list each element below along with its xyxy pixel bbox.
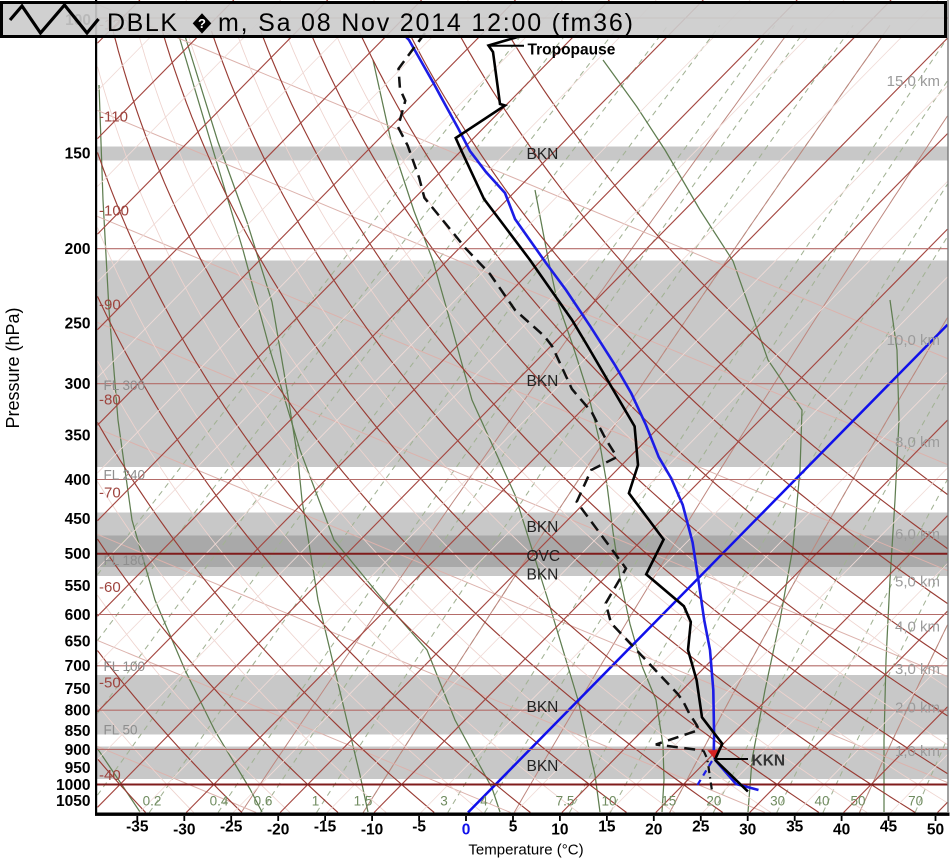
svg-text:900: 900: [65, 742, 91, 759]
svg-text:10,0 km: 10,0 km: [887, 332, 940, 349]
svg-text:7.5: 7.5: [556, 794, 575, 809]
svg-text:3,0 km: 3,0 km: [895, 661, 940, 678]
svg-text:1,0 km: 1,0 km: [895, 743, 940, 760]
svg-text:8,0 km: 8,0 km: [895, 434, 940, 451]
svg-text:BKN: BKN: [527, 373, 559, 390]
svg-text:1000: 1000: [56, 777, 90, 794]
svg-text:850: 850: [65, 723, 91, 740]
svg-text:BKN: BKN: [527, 758, 559, 775]
svg-text:650: 650: [65, 634, 91, 651]
svg-text:50: 50: [850, 794, 865, 809]
svg-text:m, Sa 08 Nov 2014 12:00 (fm36): m, Sa 08 Nov 2014 12:00 (fm36): [218, 9, 635, 37]
svg-text:FL 300: FL 300: [104, 378, 146, 393]
svg-text:-80: -80: [99, 392, 121, 409]
svg-text:FL 240: FL 240: [104, 468, 146, 483]
svg-text:250: 250: [65, 315, 91, 332]
svg-text:4,0 km: 4,0 km: [895, 619, 940, 636]
svg-text:-20: -20: [267, 821, 289, 838]
svg-text:150: 150: [65, 145, 91, 162]
svg-text:10: 10: [601, 794, 616, 809]
svg-text:DBLK: DBLK: [107, 9, 179, 37]
svg-text:5,0 km: 5,0 km: [895, 574, 940, 591]
svg-text:-5: -5: [412, 818, 426, 835]
svg-text:-35: -35: [126, 818, 149, 835]
svg-text:15: 15: [598, 818, 616, 835]
svg-text:-30: -30: [173, 821, 195, 838]
svg-text:1050: 1050: [56, 793, 90, 810]
svg-text:-90: -90: [99, 297, 121, 314]
svg-text:200: 200: [65, 241, 91, 258]
svg-text:-70: -70: [99, 485, 121, 502]
svg-text:FL 180: FL 180: [104, 553, 146, 568]
svg-text:FL 50: FL 50: [104, 722, 138, 737]
svg-text:600: 600: [65, 607, 91, 624]
svg-text:BKN: BKN: [527, 146, 559, 163]
svg-text:FL 100: FL 100: [104, 659, 146, 674]
svg-text:-110: -110: [99, 109, 128, 126]
svg-text:6,0 km: 6,0 km: [895, 526, 940, 543]
svg-text:15,0 km: 15,0 km: [887, 73, 940, 90]
svg-text:15: 15: [661, 794, 676, 809]
svg-text:40: 40: [833, 821, 850, 838]
svg-text:OVC: OVC: [527, 548, 561, 565]
svg-text:450: 450: [65, 511, 91, 528]
svg-text:350: 350: [65, 427, 91, 444]
svg-text:-15: -15: [314, 818, 337, 835]
svg-text:0.6: 0.6: [254, 794, 273, 809]
svg-text:Pressure (hPa): Pressure (hPa): [3, 307, 23, 428]
svg-text:Temperature (°C): Temperature (°C): [468, 842, 583, 859]
svg-text:4: 4: [480, 794, 488, 809]
svg-text:BKN: BKN: [527, 699, 559, 716]
svg-text:2,0 km: 2,0 km: [895, 700, 940, 717]
svg-text:500: 500: [65, 546, 91, 563]
svg-text:20: 20: [706, 794, 721, 809]
svg-text:?: ?: [198, 16, 206, 31]
svg-text:550: 550: [65, 578, 91, 595]
svg-text:40: 40: [814, 794, 829, 809]
svg-text:-25: -25: [220, 818, 243, 835]
svg-text:45: 45: [880, 818, 898, 835]
svg-text:70: 70: [908, 794, 923, 809]
svg-text:20: 20: [645, 821, 662, 838]
svg-text:-60: -60: [99, 579, 121, 596]
svg-text:BKN: BKN: [527, 566, 559, 583]
svg-text:700: 700: [65, 658, 91, 675]
svg-text:-10: -10: [361, 821, 383, 838]
svg-text:0.2: 0.2: [143, 794, 162, 809]
svg-text:1: 1: [312, 794, 320, 809]
svg-text:3: 3: [440, 794, 448, 809]
svg-text:0.4: 0.4: [210, 794, 229, 809]
svg-text:-40: -40: [99, 767, 121, 784]
svg-text:30: 30: [770, 794, 785, 809]
svg-text:25: 25: [692, 818, 710, 835]
svg-text:950: 950: [65, 760, 91, 777]
svg-text:800: 800: [65, 703, 91, 720]
svg-text:750: 750: [65, 681, 91, 698]
svg-text:BKN: BKN: [527, 519, 559, 536]
svg-text:30: 30: [739, 821, 756, 838]
svg-text:5: 5: [509, 818, 518, 835]
svg-text:0: 0: [462, 821, 471, 838]
svg-text:1.5: 1.5: [354, 794, 373, 809]
svg-text:300: 300: [65, 376, 91, 393]
svg-text:-50: -50: [99, 675, 121, 692]
svg-text:400: 400: [65, 472, 91, 489]
svg-text:-100: -100: [99, 203, 129, 220]
svg-text:35: 35: [786, 818, 804, 835]
svg-text:10: 10: [551, 821, 568, 838]
svg-text:KKN: KKN: [752, 753, 786, 770]
svg-text:50: 50: [927, 821, 944, 838]
svg-text:Tropopause: Tropopause: [528, 42, 616, 59]
